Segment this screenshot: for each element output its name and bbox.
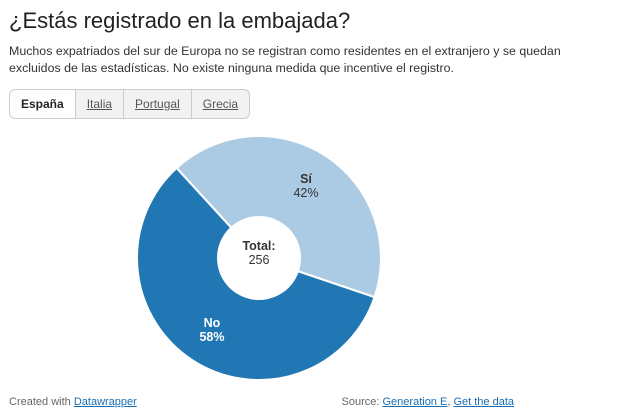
pie-slice-si[interactable] <box>175 134 382 299</box>
country-tabs: España Italia Portugal Grecia <box>9 89 251 119</box>
slice-label-si: Sí <box>300 172 312 186</box>
tab-italia[interactable]: Italia <box>74 90 123 118</box>
tab-espana[interactable]: España <box>10 90 75 118</box>
source-separator: , <box>447 396 451 408</box>
center-total-value: 256 <box>249 253 270 267</box>
tab-grecia[interactable]: Grecia <box>190 90 249 118</box>
source-link[interactable]: Generation E <box>382 396 448 408</box>
datawrapper-link[interactable]: Datawrapper <box>73 396 137 408</box>
donut-hole <box>217 216 301 300</box>
source-prefix: Source: <box>341 396 380 408</box>
slice-value-no: 58% <box>199 330 224 344</box>
tab-portugal[interactable]: Portugal <box>123 90 191 118</box>
chart-description: Muchos expatriados del sur de Europa no … <box>9 44 561 75</box>
created-with-text: Created with <box>9 396 71 408</box>
slice-label-no: No <box>204 316 221 330</box>
get-the-data-link[interactable]: Get the data <box>453 396 514 408</box>
footer-credit: Created with Datawrapper <box>9 396 137 408</box>
chart-title: ¿Estás registrado en la embajada? <box>9 8 351 33</box>
center-total-label: Total: <box>242 239 275 253</box>
footer-source: Source: Generation E, Get the data <box>342 396 514 408</box>
slice-value-si: 42% <box>293 186 318 200</box>
